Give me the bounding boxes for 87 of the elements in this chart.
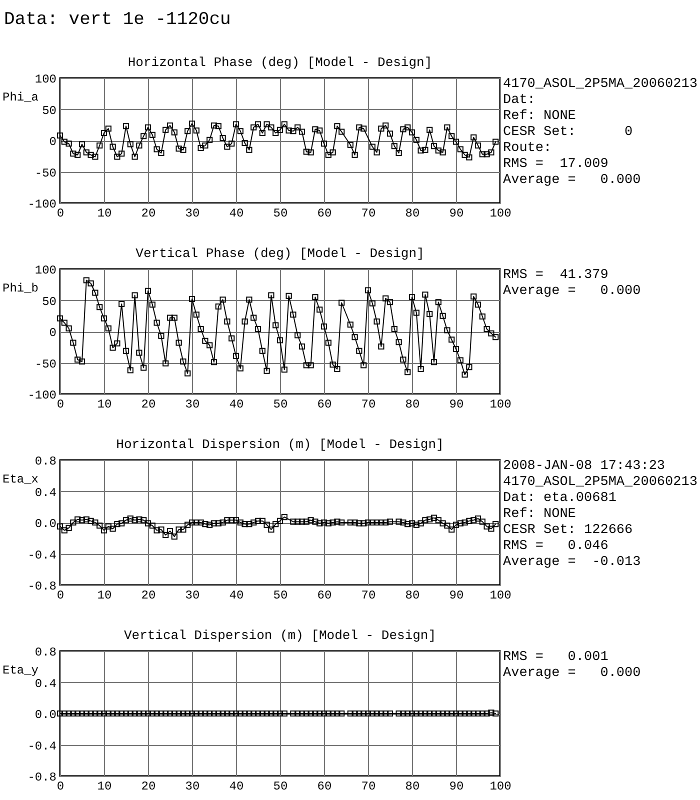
y-axis-title: Phi_b	[2, 282, 39, 296]
x-tick-label: 90	[449, 780, 464, 794]
x-tick-label: 40	[229, 398, 244, 412]
y-tick-label: 0	[49, 326, 56, 340]
text: Average = 0.000	[503, 284, 641, 299]
text: Route:	[503, 141, 552, 156]
x-tick-label: 40	[229, 780, 244, 794]
text: Ref: NONE	[503, 507, 576, 522]
y-tick-label: -100	[28, 198, 56, 212]
x-tick-label: 50	[273, 588, 288, 602]
y-tick-label: -0.4	[28, 548, 56, 562]
y-tick-label: 0.8	[34, 646, 56, 660]
x-tick-label: 10	[97, 780, 112, 794]
y-tick-label: -0.8	[28, 580, 56, 594]
text: CESR Set: 0	[503, 125, 633, 140]
x-tick-label: 20	[141, 588, 156, 602]
y-tick-label: 0.4	[34, 486, 56, 500]
x-tick-label: 80	[405, 206, 420, 220]
y-axis-title: Eta_y	[2, 664, 39, 678]
text: Ref: NONE	[503, 109, 576, 124]
y-tick-label: -50	[34, 357, 56, 372]
x-tick-label: 100	[490, 588, 512, 602]
x-tick-label: 60	[317, 588, 332, 602]
x-tick-label: 100	[490, 398, 512, 412]
text: Dat: eta.00681	[503, 491, 616, 506]
y-tick-label: 0.0	[34, 517, 56, 531]
text: 4170_ASOL_2P5MA_20060213	[503, 475, 698, 490]
text: RMS = 41.379	[503, 268, 608, 283]
chart-title: Horizontal Dispersion (m) [Model - Design]	[116, 437, 444, 452]
text: RMS = 17.009	[503, 157, 608, 172]
x-tick-label: 40	[229, 206, 244, 220]
y-tick-label: 0.4	[34, 676, 56, 691]
x-tick-label: 60	[317, 206, 332, 220]
x-tick-label: 10	[97, 398, 112, 412]
text: 2008-JAN-08 17:43:23	[503, 459, 666, 474]
y-tick-label: 0.0	[34, 708, 56, 722]
y-axis-title: Phi_a	[2, 90, 39, 104]
text: RMS = 0.046	[503, 539, 608, 554]
text: CESR Set: 122666	[503, 523, 633, 538]
text: Average = 0.000	[503, 173, 641, 188]
y-tick-label: 100	[34, 264, 56, 278]
x-tick-label: 90	[449, 206, 464, 220]
y-tick-label: 0	[49, 135, 56, 149]
x-tick-label: 40	[229, 588, 244, 602]
x-tick-label: 60	[317, 398, 332, 412]
x-tick-label: 70	[361, 398, 376, 412]
chart-subtitle: Data: vert 1e -1120cu	[4, 10, 231, 30]
x-tick-label: 70	[361, 780, 376, 794]
text: Average = -0.013	[503, 555, 641, 570]
y-axis-title: Eta_x	[2, 472, 39, 486]
x-tick-label: 10	[97, 588, 112, 602]
x-tick-label: 30	[185, 206, 200, 220]
y-tick-label: 0.8	[34, 454, 56, 468]
x-tick-label: 20	[141, 780, 156, 794]
x-tick-label: 30	[185, 780, 200, 794]
x-tick-label: 90	[449, 588, 464, 602]
x-tick-label: 70	[361, 206, 376, 220]
x-tick-label: 80	[405, 780, 420, 794]
y-tick-label: 50	[42, 294, 56, 309]
text: 4170_ASOL_2P5MA_20060213	[503, 77, 698, 92]
chart-title: Vertical Phase (deg) [Model - Design]	[136, 246, 424, 261]
x-tick-label: 30	[185, 398, 200, 412]
x-tick-label: 20	[141, 206, 156, 220]
x-tick-label: 60	[317, 780, 332, 794]
x-tick-label: 30	[185, 588, 200, 602]
y-tick-label: -0.4	[28, 739, 56, 754]
y-tick-label: -100	[28, 388, 56, 402]
text: Average = 0.000	[503, 666, 641, 681]
x-tick-label: 50	[273, 206, 288, 220]
x-tick-label: 50	[273, 398, 288, 412]
y-tick-label: 100	[34, 72, 56, 86]
chart-title: Vertical Dispersion (m) [Model - Design]	[124, 628, 436, 643]
x-tick-label: 20	[141, 398, 156, 412]
x-tick-label: 70	[361, 588, 376, 602]
y-tick-label: -50	[34, 166, 56, 180]
y-tick-label: -0.8	[28, 770, 56, 784]
y-tick-label: 50	[42, 104, 56, 118]
x-tick-label: 80	[405, 588, 420, 602]
chart-title: Horizontal Phase (deg) [Model - Design]	[128, 55, 432, 70]
x-tick-label: 50	[273, 780, 288, 794]
x-tick-label: 100	[490, 780, 512, 794]
text: Dat:	[503, 93, 536, 108]
text: RMS = 0.001	[503, 650, 608, 665]
x-tick-label: 80	[405, 398, 420, 412]
x-tick-label: 90	[449, 398, 464, 412]
x-tick-label: 10	[97, 206, 112, 220]
x-tick-label: 100	[490, 206, 512, 220]
